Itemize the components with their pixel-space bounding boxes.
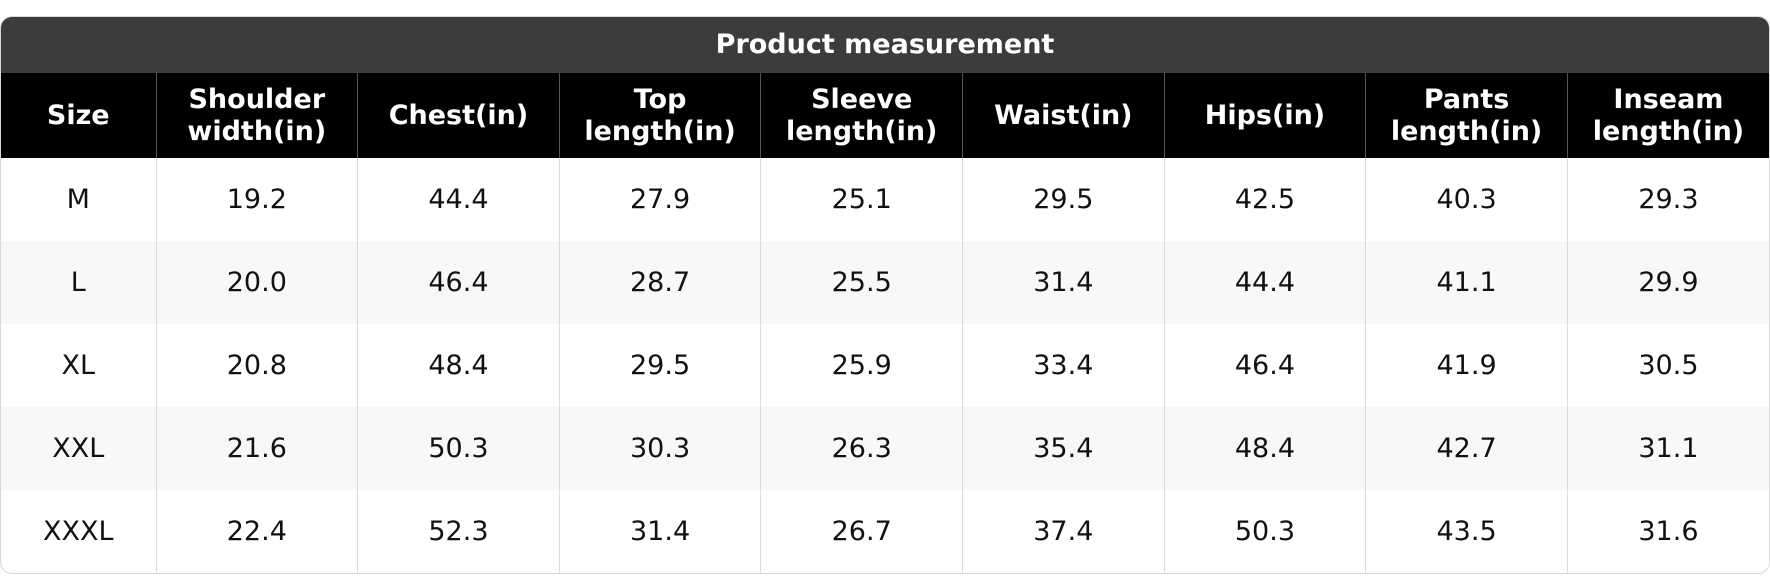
table-cell: 46.4: [1163, 324, 1366, 407]
table-cell: 35.4: [962, 407, 1165, 490]
table-cell: 40.3: [1365, 158, 1568, 241]
table-row: L 20.0 46.4 28.7 25.5 31.4 44.4 41.1 29.9: [1, 241, 1769, 324]
table-cell: L: [1, 241, 156, 324]
table-cell: 25.5: [760, 241, 963, 324]
header-cell: Waist(in): [962, 73, 1165, 158]
table-cell: 25.9: [760, 324, 963, 407]
table-cell: 26.3: [760, 407, 963, 490]
table-cell: 42.7: [1365, 407, 1568, 490]
table-cell: 28.7: [558, 241, 761, 324]
table-cell: 31.4: [962, 241, 1165, 324]
header-row: Size Shoulder width(in) Chest(in) Top lengt…: [1, 73, 1769, 158]
table-cell: 31.4: [558, 490, 761, 573]
table-cell: 20.8: [155, 324, 358, 407]
header-cell: Sleeve length(in): [760, 73, 963, 158]
table-row: XXXL 22.4 52.3 31.4 26.7 37.4 50.3 43.5 31.6: [1, 490, 1769, 573]
table-cell: 30.3: [558, 407, 761, 490]
table-cell: 26.7: [760, 490, 963, 573]
table-body: M 19.2 44.4 27.9 25.1 29.5 42.5 40.3 29.3 L 20.0 46…: [1, 158, 1769, 573]
table-cell: 41.1: [1365, 241, 1568, 324]
table-cell: 31.1: [1566, 407, 1769, 490]
table-cell: 29.5: [558, 324, 761, 407]
table-cell: XXL: [1, 407, 156, 490]
table-cell: 21.6: [155, 407, 358, 490]
table-cell: 31.6: [1566, 490, 1769, 573]
table-cell: 37.4: [962, 490, 1165, 573]
table-cell: 52.3: [357, 490, 560, 573]
table: Size Shoulder width(in) Chest(in) Top lengt…: [1, 73, 1769, 573]
table-cell: 41.9: [1365, 324, 1568, 407]
measurement-table: Product measurement Size Shoulder width(i…: [0, 16, 1770, 574]
table-row: M 19.2 44.4 27.9 25.1 29.5 42.5 40.3 29.3: [1, 158, 1769, 241]
table-cell: 44.4: [1163, 241, 1366, 324]
table-cell: 50.3: [357, 407, 560, 490]
table-cell: 20.0: [155, 241, 358, 324]
table-head: Size Shoulder width(in) Chest(in) Top lengt…: [1, 73, 1769, 158]
table-cell: 43.5: [1365, 490, 1568, 573]
table-row: XL 20.8 48.4 29.5 25.9 33.4 46.4 41.9 30.5: [1, 324, 1769, 407]
table-cell: 25.1: [760, 158, 963, 241]
table-cell: 46.4: [357, 241, 560, 324]
table-cell: XXXL: [42, 516, 114, 547]
table-cell: 27.9: [558, 158, 761, 241]
table-cell: 19.2: [155, 158, 358, 241]
table-cell: 22.4: [155, 490, 358, 573]
table-cell: 44.4: [357, 158, 560, 241]
table-cell: 29.5: [962, 158, 1165, 241]
header-cell: Top length(in): [558, 73, 761, 158]
table-row: XXL 21.6 50.3 30.3 26.3 35.4 48.4 42.7 31.1: [1, 407, 1769, 490]
table-cell: 30.5: [1566, 324, 1769, 407]
table-cell: 48.4: [1163, 407, 1366, 490]
table-cell: 50.3: [1163, 490, 1366, 573]
header-cell: Hips(in): [1163, 73, 1366, 158]
header-cell: Chest(in): [357, 73, 560, 158]
header-cell: Size: [1, 73, 156, 158]
table-cell: XL: [61, 350, 96, 381]
table-cell: 33.4: [962, 324, 1165, 407]
header-cell: Shoulder width(in): [155, 73, 358, 158]
header-cell: Inseam length(in): [1566, 73, 1769, 158]
table-cell: 48.4: [357, 324, 560, 407]
table-cell: 29.3: [1566, 158, 1769, 241]
table-cell: 29.9: [1566, 241, 1769, 324]
table-title: Product measurement: [1, 17, 1769, 73]
table-cell: 42.5: [1163, 158, 1366, 241]
table-cell: M: [66, 184, 90, 215]
header-cell: Pants length(in): [1365, 73, 1568, 158]
